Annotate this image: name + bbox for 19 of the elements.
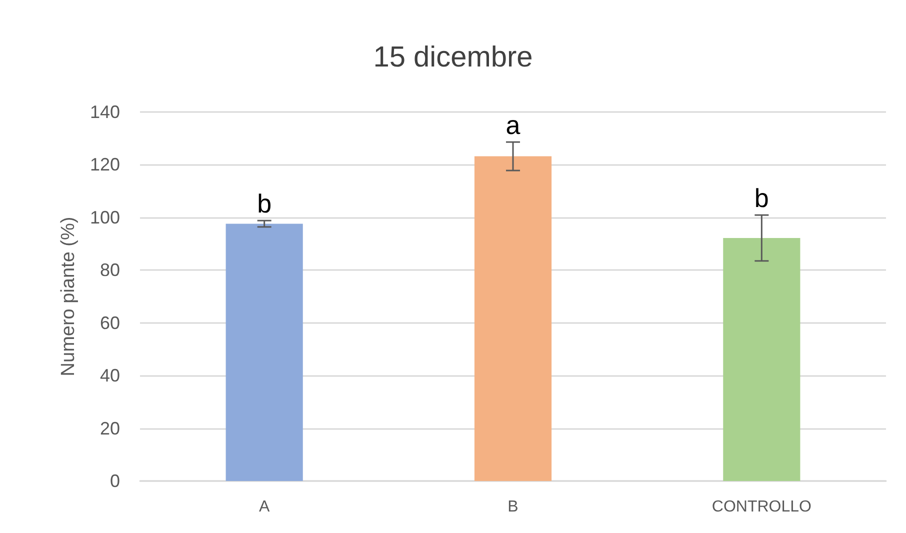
x-tick-label: B (508, 498, 518, 516)
bar (226, 224, 303, 481)
y-tick-label: 60 (100, 312, 120, 333)
annotation: b (754, 183, 769, 214)
y-tick-label: 80 (100, 260, 120, 280)
y-tick-label: 40 (100, 366, 120, 386)
y-tick-label: 100 (90, 207, 120, 228)
y-axis-title: Numero piante (%) (58, 216, 79, 376)
y-tick-label: 20 (100, 418, 120, 438)
bar (723, 238, 800, 481)
y-tick-label: 120 (90, 154, 120, 175)
annotation: b (257, 188, 272, 219)
bar (474, 156, 552, 481)
y-tick-label: 0 (110, 471, 120, 491)
y-tick-label: 140 (90, 102, 120, 122)
annotation: a (506, 110, 521, 140)
x-tick-label: A (258, 498, 270, 516)
x-tick-label: CONTROLLO (712, 498, 812, 516)
chart-title: 15 dicembre (373, 42, 533, 74)
